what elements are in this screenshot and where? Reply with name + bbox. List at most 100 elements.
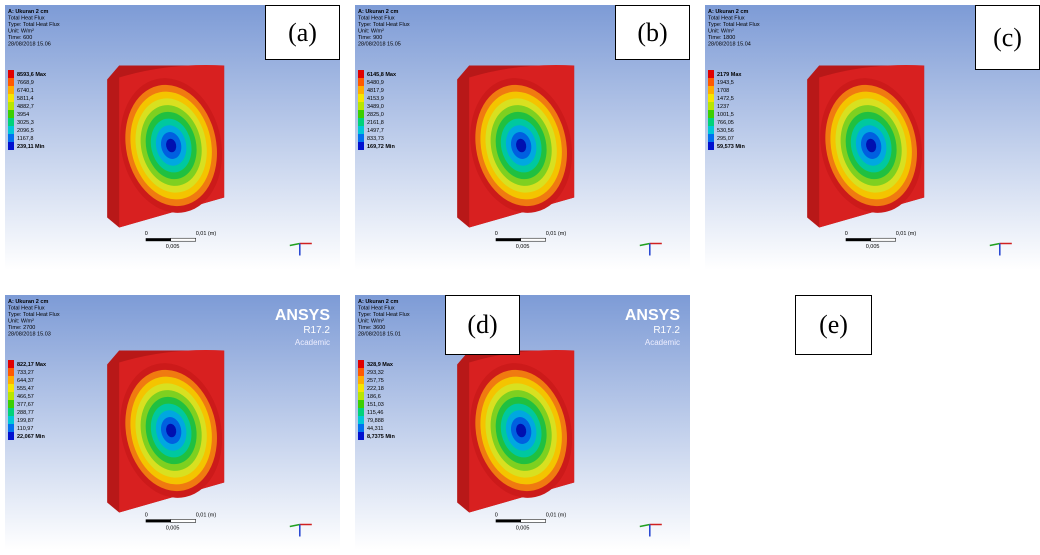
header-line: 28/08/2018 15.05 [358,42,401,48]
legend-label: 222,18 [367,386,384,392]
header-line: 28/08/2018 15.03 [8,332,51,338]
header-title: A: Ukuran 2 cm [708,9,748,15]
legend-label: 833,73 [367,136,384,142]
legend-label: 328,9 Max [367,362,394,368]
panel-label: (b) [615,5,690,60]
legend-swatch [8,376,14,384]
header-line: Type: Total Heat Flux [358,312,410,318]
legend-label: 1708 [717,88,729,94]
scale-label: 0 [145,512,148,518]
legend-label: 644,37 [17,378,34,384]
legend-label: 186,6 [367,394,381,400]
legend-label: 169,72 Min [367,144,395,150]
scale-label: 0,01 (m) [196,231,217,237]
logo: Academic [645,338,680,347]
legend-label: 466,57 [17,394,34,400]
legend-swatch [358,70,364,78]
legend-label: 1497,7 [367,128,384,134]
header-line: 28/08/2018 15.01 [358,332,401,338]
logo: R17.2 [653,325,680,336]
legend-swatch [8,134,14,142]
legend-swatch [8,142,14,150]
legend-label: 44,311 [367,426,383,432]
scale-label: 0 [145,231,148,237]
legend-swatch [358,408,364,416]
legend-swatch [8,384,14,392]
legend-swatch [708,118,714,126]
legend-swatch [8,70,14,78]
legend-label: 2179 Max [717,72,742,78]
legend-swatch [358,102,364,110]
header-line: Time: 3600 [358,325,385,331]
header-line: Total Heat Flux [358,306,395,312]
header-title: A: Ukuran 2 cm [358,9,398,15]
header-line: Unit: W/m² [8,319,34,325]
legend-swatch [8,78,14,86]
legend-label: 3489,0 [367,104,384,110]
header-title: A: Ukuran 2 cm [358,299,398,305]
legend-swatch [358,416,364,424]
legend-label: 5480,9 [367,80,384,86]
legend-label: 1167,8 [17,136,33,142]
header-line: Type: Total Heat Flux [358,22,410,28]
legend-swatch [708,94,714,102]
legend-label: 8,7375 Min [367,434,395,440]
legend-label: 1472,5 [717,96,734,102]
legend-label: 6145,8 Max [367,72,397,78]
legend-swatch [708,102,714,110]
header-line: Type: Total Heat Flux [8,22,60,28]
legend-label: 1943,5 [717,80,734,86]
legend-swatch [358,400,364,408]
legend-swatch [8,118,14,126]
legend-swatch [358,134,364,142]
legend-swatch [8,408,14,416]
header-line: Total Heat Flux [8,16,45,22]
legend-label: 3954 [17,112,29,118]
legend-swatch [708,110,714,118]
legend-label: 766,05 [717,120,734,126]
legend-label: 115,46 [367,410,383,416]
scale-bar [521,519,546,522]
legend-label: 293,32 [367,370,384,376]
legend-label: 6740,1 [17,88,34,94]
legend-label: 79,888 [367,418,384,424]
header-title: A: Ukuran 2 cm [8,299,48,305]
panel-label: (c) [975,5,1040,70]
legend-swatch [708,134,714,142]
header-line: Unit: W/m² [8,29,34,35]
legend-swatch [358,126,364,134]
scale-label: 0,01 (m) [546,512,567,518]
legend-label: 2096,5 [17,128,34,134]
legend-swatch [358,86,364,94]
legend-swatch [358,360,364,368]
legend-label: 59,573 Min [717,144,745,150]
legend-label: 288,77 [17,410,34,416]
legend-swatch [708,70,714,78]
header-line: Type: Total Heat Flux [8,312,60,318]
legend-swatch [358,432,364,440]
panel-label: (a) [265,5,340,60]
legend-label: 5811,4 [17,96,33,102]
legend-swatch [8,86,14,94]
legend-label: 7668,9 [17,80,34,86]
legend-label: 1001,5 [717,112,734,118]
legend-swatch [358,392,364,400]
legend-swatch [708,126,714,134]
logo: ANSYS [275,307,330,324]
scale-label: 0,005 [516,244,530,250]
legend-label: 733,27 [17,370,34,376]
legend-label: 239,11 Min [17,144,45,150]
panel-image: A: Ukuran 2 cmTotal Heat FluxType: Total… [5,295,340,550]
scale-bar [171,238,196,241]
legend-swatch [358,368,364,376]
legend-swatch [358,78,364,86]
legend-label: 1237 [717,104,729,110]
header-line: Total Heat Flux [708,16,745,22]
legend-label: 8593,6 Max [17,72,47,78]
logo: R17.2 [303,325,330,336]
scale-label: 0 [495,512,498,518]
legend-swatch [8,126,14,134]
legend-swatch [708,86,714,94]
